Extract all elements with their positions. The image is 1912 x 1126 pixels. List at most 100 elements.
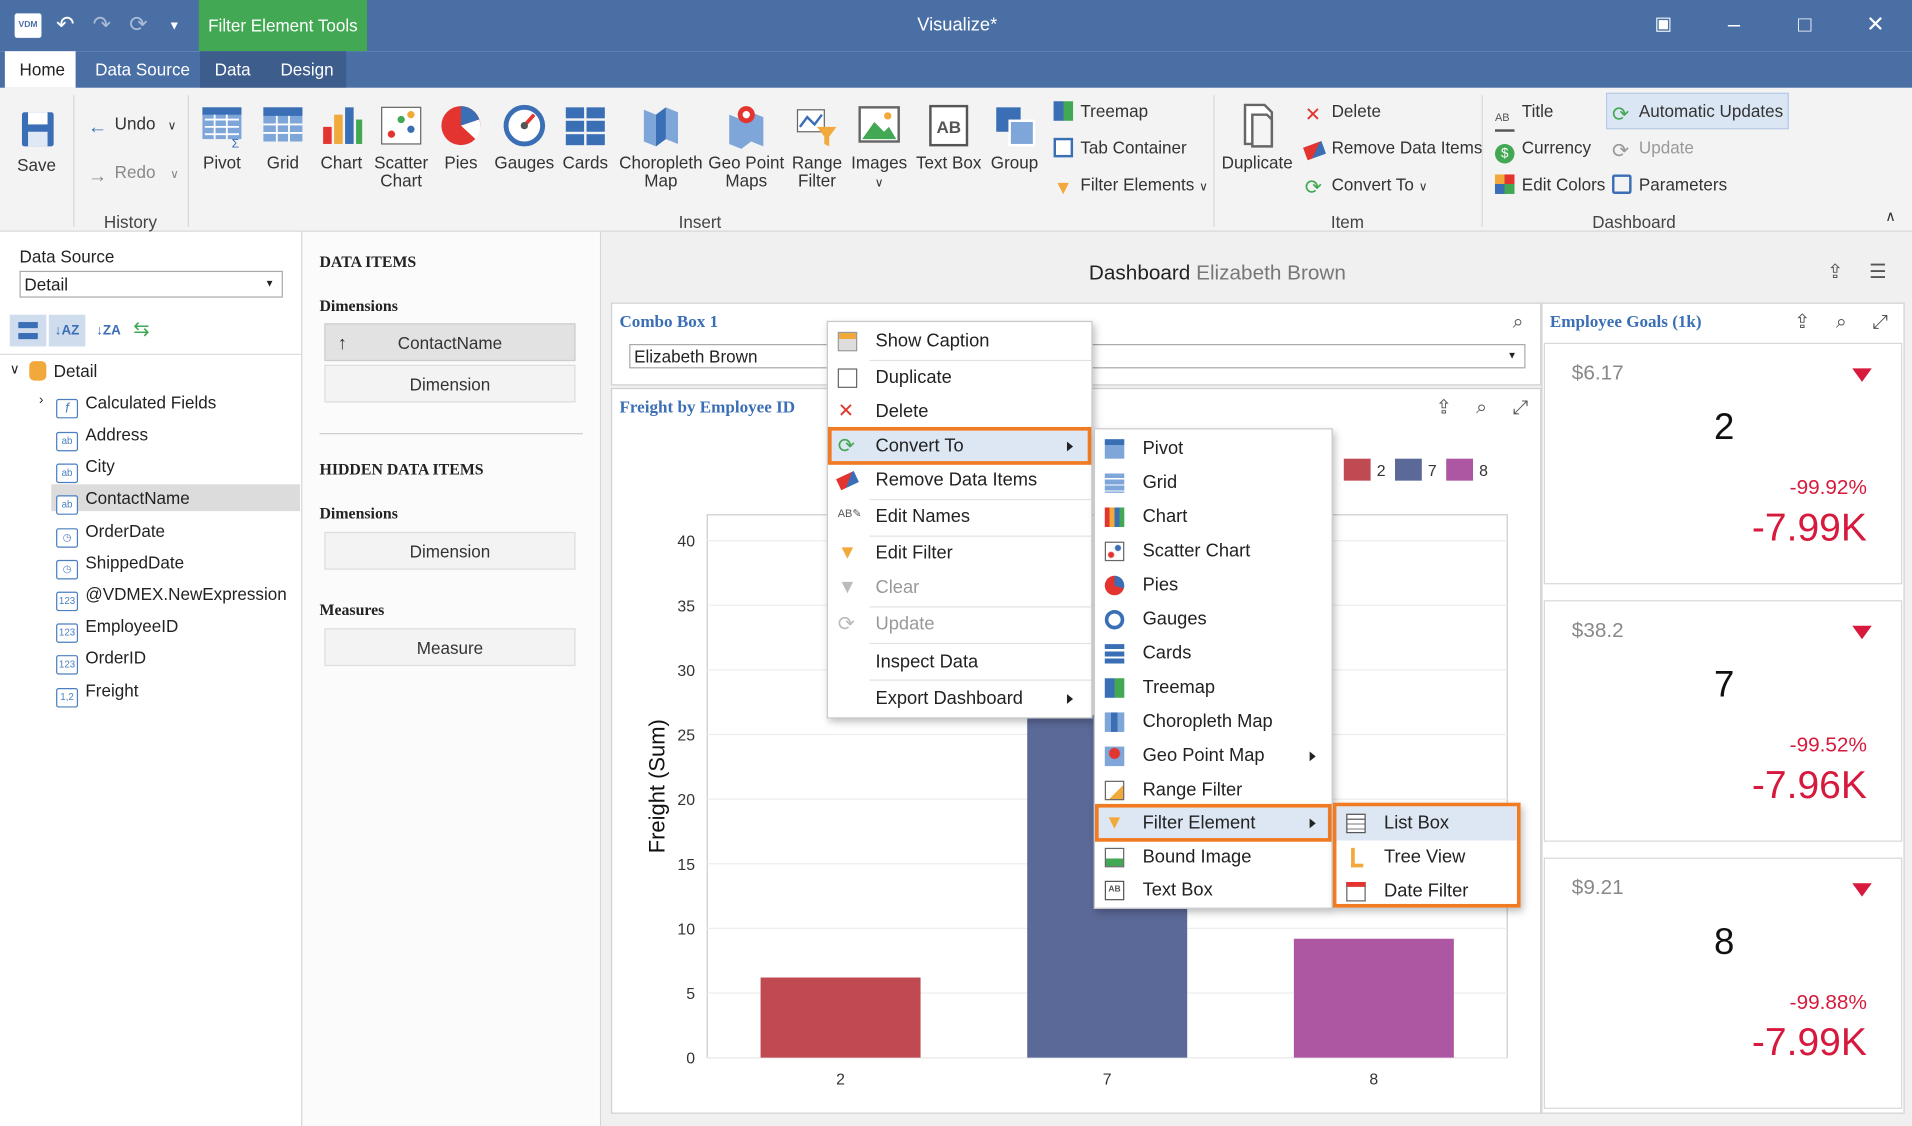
ribbon-display-icon[interactable]: ▣ <box>1654 13 1672 35</box>
measure-drop-slot[interactable]: Measure <box>324 628 576 667</box>
menu-item-gauges[interactable]: Gauges <box>1095 603 1332 637</box>
currency-button[interactable]: $ Currency <box>1494 134 1591 164</box>
menu-item-export-dashboard[interactable]: Export Dashboard <box>828 682 1091 716</box>
menu-item-inspect-data[interactable]: Inspect Data <box>828 645 1091 679</box>
data-source-select[interactable]: Detail ▼ <box>19 270 283 298</box>
group-button[interactable]: Group <box>988 102 1042 172</box>
tree-item-calculated-fields[interactable]: f Calculated Fields <box>56 389 216 419</box>
dimension-drop-slot[interactable]: Dimension <box>324 364 576 403</box>
close-button[interactable]: ✕ <box>1866 12 1885 37</box>
menu-item-edit-names[interactable]: AB✎ Edit Names <box>828 500 1091 534</box>
choropleth-map-button[interactable]: Choropleth Map <box>617 102 705 190</box>
menu-item-list-box[interactable]: List Box <box>1336 806 1516 840</box>
images-button[interactable]: Images ∨ <box>849 102 910 192</box>
tree-root-detail[interactable]: Detail <box>29 357 97 384</box>
pies-button[interactable]: Pies <box>434 102 488 172</box>
menu-item-bound-image[interactable]: Bound Image <box>1095 841 1332 875</box>
menu-item-choropleth-map[interactable]: Choropleth Map <box>1095 705 1332 739</box>
menu-item-tree-view[interactable]: Tree View <box>1336 841 1516 875</box>
tree-item-new-expression[interactable]: 123 @VDMEX.NewExpression <box>56 581 287 612</box>
menu-item-scatter-chart[interactable]: Scatter Chart <box>1095 534 1332 568</box>
tab-design[interactable]: Design <box>265 51 347 88</box>
tree-item-orderid[interactable]: 123 OrderID <box>56 644 146 675</box>
range-filter-button[interactable]: Range Filter <box>788 102 847 190</box>
menu-item-duplicate[interactable]: Duplicate <box>828 361 1091 395</box>
update-button[interactable]: ⟳ Update <box>1612 134 1694 161</box>
undo-quick-icon[interactable]: ↶ <box>56 12 75 37</box>
text-box-button[interactable]: AB Text Box <box>915 102 983 172</box>
sort-ascending-icon[interactable]: ↓AZ <box>48 314 86 347</box>
menu-item-update[interactable]: ⟳ Update <box>828 608 1091 642</box>
menu-item-pivot[interactable]: Pivot <box>1095 432 1332 466</box>
tab-home[interactable]: Home <box>4 51 76 88</box>
tab-container-button[interactable]: Tab Container <box>1053 134 1187 161</box>
tab-data[interactable]: Data <box>199 51 266 88</box>
maximize-button[interactable]: □ <box>1798 12 1812 37</box>
edit-colors-button[interactable]: Edit Colors <box>1494 171 1605 198</box>
kpi-tile[interactable]: $9.21 8 -99.88% -7.99K <box>1543 857 1903 1109</box>
menu-item-grid[interactable]: Grid <box>1095 466 1332 500</box>
menu-item-edit-filter[interactable]: ▼ Edit Filter <box>828 537 1091 571</box>
remove-data-items-button[interactable]: Remove Data Items <box>1303 134 1482 161</box>
export-icon[interactable]: ⇪ <box>1794 312 1811 334</box>
geo-point-maps-button[interactable]: Geo Point Maps <box>707 102 785 190</box>
redo-dropdown-icon[interactable]: ∨ <box>170 168 180 182</box>
tree-item-address[interactable]: ab Address <box>56 421 148 452</box>
maximize-icon[interactable]: ⤢ <box>1872 312 1889 334</box>
scatter-chart-button[interactable]: Scatter Chart <box>371 102 432 190</box>
menu-item-delete[interactable]: ✕ Delete <box>828 395 1091 429</box>
refresh-quick-icon[interactable]: ⟳ <box>129 12 148 37</box>
filter-search-icon[interactable]: ⌕ <box>1835 312 1847 334</box>
filter-elements-dropdown-icon[interactable]: ∨ <box>1199 180 1209 194</box>
menu-item-range-filter[interactable]: Range Filter <box>1095 773 1332 807</box>
filter-search-icon[interactable]: ⌕ <box>1512 312 1524 334</box>
menu-item-text-box[interactable]: AB Text Box <box>1095 873 1332 907</box>
export-icon[interactable]: ⇪ <box>1435 397 1452 419</box>
save-button[interactable]: Save <box>12 105 61 175</box>
kpi-tile[interactable]: $6.17 2 -99.92% -7.99K <box>1543 342 1903 585</box>
collapse-icon[interactable]: ∨ <box>9 362 20 377</box>
grid-button[interactable]: Grid <box>256 102 310 172</box>
filter-elements-button[interactable]: ▼ Filter Elements ∨ <box>1054 171 1208 198</box>
convert-to-button[interactable]: ⟳ Convert To ∨ <box>1305 171 1428 197</box>
sort-descending-icon[interactable]: ↓ZA <box>96 323 121 338</box>
menu-item-date-filter[interactable]: Date Filter <box>1336 875 1516 909</box>
menu-item-remove-data-items[interactable]: Remove Data Items <box>828 464 1091 498</box>
menu-item-clear[interactable]: ▼ Clear <box>828 571 1091 605</box>
expand-icon[interactable]: › <box>39 392 44 408</box>
title-button[interactable]: AB Title <box>1494 98 1553 132</box>
menu-item-pies[interactable]: Pies <box>1095 568 1332 602</box>
pivot-button[interactable]: Σ Pivot <box>195 102 249 172</box>
tree-item-contactname[interactable]: ab ContactName <box>51 484 300 515</box>
menu-item-filter-element[interactable]: ▼ Filter Element <box>1095 806 1332 840</box>
chart-button[interactable]: Chart <box>315 102 369 172</box>
kpi-tile[interactable]: $38.2 7 -99.52% -7.96K <box>1543 600 1903 842</box>
customize-quick-icon[interactable]: ▼ <box>168 19 181 33</box>
group-view-button[interactable] <box>9 314 47 347</box>
swap-icon[interactable]: ⇆ <box>133 319 150 341</box>
menu-item-chart[interactable]: Chart <box>1095 500 1332 534</box>
menu-item-geo-point-map[interactable]: Geo Point Map <box>1095 739 1332 773</box>
menu-item-cards[interactable]: Cards <box>1095 637 1332 671</box>
export-icon[interactable]: ⇪ <box>1827 262 1844 284</box>
collapse-ribbon-icon[interactable]: ∧ <box>1885 207 1896 225</box>
parameters-button[interactable]: Parameters <box>1612 171 1727 198</box>
tree-item-shippeddate[interactable]: ◷ ShippedDate <box>56 549 184 580</box>
convert-to-dropdown-icon[interactable]: ∨ <box>1418 180 1428 194</box>
filter-search-icon[interactable]: ⌕ <box>1476 397 1488 419</box>
duplicate-button[interactable]: Duplicate <box>1219 102 1295 172</box>
maximize-icon[interactable]: ⤢ <box>1512 397 1529 419</box>
cards-button[interactable]: Cards <box>558 102 612 172</box>
automatic-updates-button[interactable]: ⟳ Automatic Updates <box>1605 92 1790 130</box>
undo-dropdown-icon[interactable]: ∨ <box>167 119 177 133</box>
redo-button[interactable]: → Redo ∨ <box>88 159 179 186</box>
dimension-contactname[interactable]: ↑ ContactName <box>324 323 576 362</box>
parameters-icon[interactable]: ☰ <box>1869 262 1887 284</box>
delete-button[interactable]: ✕ Delete <box>1305 98 1381 125</box>
gauges-button[interactable]: Gauges <box>493 102 556 172</box>
redo-quick-icon[interactable]: ↷ <box>92 12 112 37</box>
images-dropdown-icon[interactable]: ∨ <box>874 176 884 191</box>
treemap-button[interactable]: Treemap <box>1053 98 1148 125</box>
menu-item-show-caption[interactable]: Show Caption <box>828 324 1091 358</box>
menu-item-convert-to[interactable]: ⟳ Convert To <box>828 429 1091 463</box>
